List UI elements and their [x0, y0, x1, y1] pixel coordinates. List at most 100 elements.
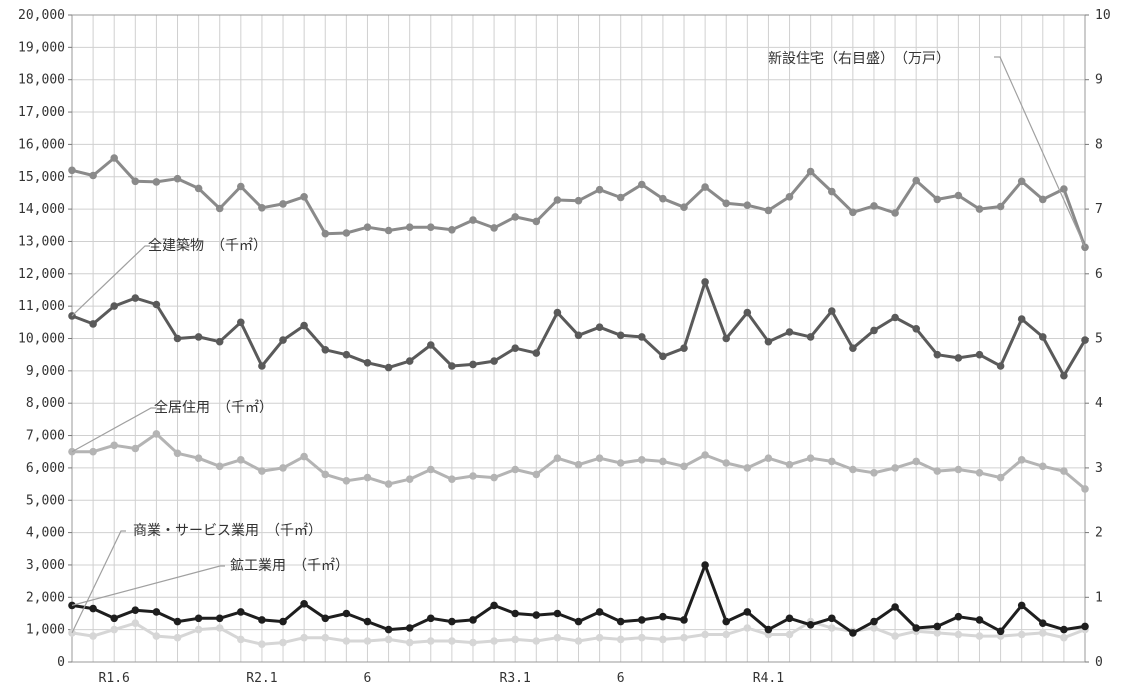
series-point [384, 635, 393, 644]
series-point [237, 456, 245, 464]
series-point [427, 637, 435, 645]
series-point [110, 625, 118, 634]
series-point [321, 633, 330, 642]
series-point [1017, 177, 1026, 186]
series-point [616, 193, 625, 202]
series-point [131, 606, 140, 614]
right-axis-tick-label: 8 [1095, 137, 1103, 152]
annotation-1: 全建築物 （千㎡） [71, 237, 267, 317]
series-point [427, 223, 435, 231]
series-point [237, 182, 245, 191]
series-point [215, 462, 224, 471]
series-point [659, 635, 667, 644]
series-point [152, 178, 161, 186]
annotation-3: 商業・サービス業用 （千㎡） [71, 523, 322, 634]
series-point [469, 638, 477, 647]
series-point [680, 462, 688, 471]
annotation-leader-line [71, 530, 126, 634]
series-point [490, 601, 498, 610]
series-point [574, 460, 583, 469]
series-point [933, 467, 942, 475]
series-point [680, 203, 688, 211]
series-point [68, 629, 76, 637]
series-point [300, 633, 308, 642]
series-point [912, 624, 920, 632]
series-point [616, 617, 625, 626]
series-point [616, 459, 625, 467]
right-axis-tick-label: 5 [1095, 332, 1103, 347]
series-point [595, 323, 604, 332]
annotation-4: 鉱工業用 （千㎡） [71, 557, 349, 606]
left-axis-tick-label: 1,000 [26, 623, 65, 638]
right-axis-ticks: 0 1 2 3 4 5 6 7 8 9 10 [1085, 8, 1111, 670]
series-point [110, 614, 118, 623]
series-point [891, 209, 899, 217]
series-point [975, 632, 984, 640]
series-point [975, 469, 984, 477]
x-axis-tick-label: R4.1 [753, 671, 784, 686]
series-point [574, 637, 583, 645]
annotations: 新設住宅（右目盛） （万戸） 全建築物 （千㎡） 全居住用 （千㎡） 商業・サービス業… [71, 51, 1086, 634]
right-axis-tick-label: 4 [1095, 396, 1103, 411]
series-point [237, 608, 245, 616]
series-point [68, 166, 76, 175]
series-point [300, 321, 308, 330]
left-axis-tick-label: 8,000 [26, 396, 65, 411]
series-point [1039, 619, 1047, 627]
series-point [237, 318, 245, 327]
series-point [1017, 315, 1026, 323]
series-point [954, 465, 963, 474]
series-point [722, 199, 730, 208]
series-point [342, 477, 351, 485]
series-point [996, 473, 1005, 482]
series-point [701, 278, 709, 286]
series-point [659, 612, 667, 621]
series-point [785, 193, 794, 201]
series-point [532, 637, 541, 645]
annotation-0: 新設住宅（右目盛） （万戸） [768, 51, 1086, 248]
series-point [722, 630, 730, 639]
series-point [511, 344, 519, 353]
series-point [363, 223, 372, 231]
left-axis-tick-label: 9,000 [26, 364, 65, 379]
series-point [1081, 243, 1089, 252]
series-point [954, 191, 963, 200]
series-point [131, 619, 140, 627]
series-point [785, 614, 794, 623]
series-point [659, 352, 667, 361]
series-point [405, 357, 414, 365]
series-point [258, 204, 266, 212]
series-point [342, 350, 351, 359]
series-point [1039, 462, 1047, 471]
series-point [1060, 185, 1068, 193]
series-point [574, 617, 583, 626]
series-point [701, 561, 709, 569]
series-point [258, 616, 266, 624]
series-point [722, 334, 730, 343]
series-point [89, 447, 97, 456]
series-point [490, 224, 498, 232]
series-point [427, 614, 435, 623]
x-axis-tick-label: R2.1 [246, 671, 277, 686]
series-point [849, 629, 857, 637]
series-point [384, 226, 393, 235]
series-point [870, 624, 878, 632]
right-axis-tick-label: 1 [1095, 590, 1103, 605]
series-point [954, 630, 963, 639]
series-point [975, 350, 984, 359]
series-point [469, 360, 477, 369]
series-point [806, 167, 815, 176]
series-point [152, 632, 161, 640]
series-point [870, 617, 878, 626]
series-point [110, 154, 118, 162]
series-point [891, 313, 899, 322]
series-point [1039, 629, 1047, 637]
series-point [785, 460, 794, 469]
series-2 [68, 430, 1089, 493]
series-point [785, 328, 794, 336]
series-point [110, 441, 118, 450]
series-point [849, 208, 857, 217]
series-point [215, 337, 224, 346]
series-point [215, 204, 224, 213]
series-point [1039, 333, 1047, 341]
